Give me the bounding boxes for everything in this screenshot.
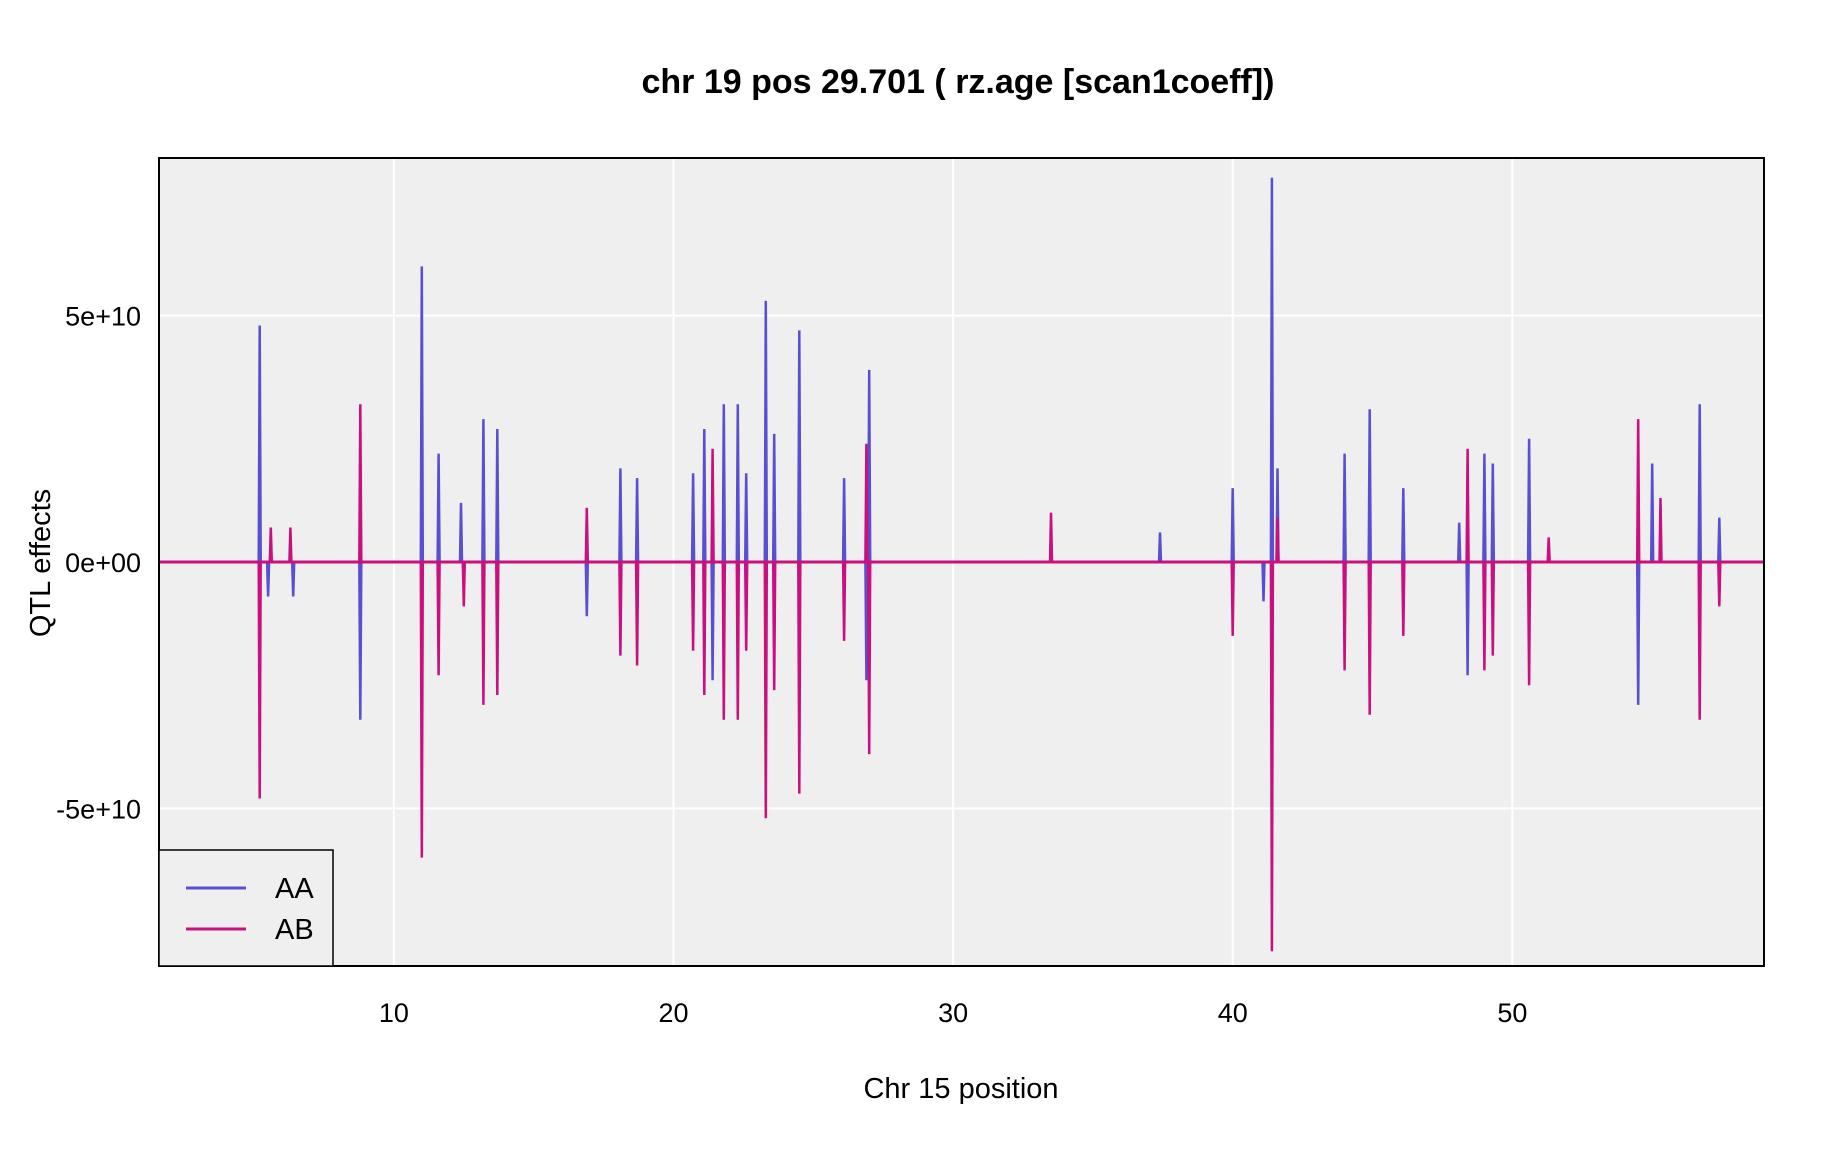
series-spike-ab <box>841 560 848 641</box>
series-spike-ab <box>1657 497 1664 564</box>
series-spike-ab <box>1545 537 1552 564</box>
series-spike-ab <box>720 560 727 720</box>
x-tick-label: 10 <box>379 998 409 1028</box>
series-spike-ab <box>866 560 873 755</box>
series-spike-ab <box>617 560 624 656</box>
series-spike-ab <box>1229 560 1236 636</box>
series-spike-ab <box>357 404 364 564</box>
legend-box <box>158 849 334 967</box>
series-spike-ab <box>734 560 741 720</box>
y-axis-ticks: -5e+10 0e+00 5e+10 <box>56 302 141 825</box>
series-spike-ab <box>1366 560 1373 715</box>
series-spike-ab <box>267 527 274 564</box>
series-layer <box>159 177 1764 952</box>
x-tick-label: 30 <box>938 998 968 1028</box>
series-spike-ab <box>460 560 467 607</box>
series-spike-ab <box>494 560 501 696</box>
series-spike-ab <box>796 560 803 794</box>
x-axis-ticks: 10 20 30 40 50 <box>379 998 1528 1028</box>
series-spike-ab <box>435 560 442 676</box>
series-spike-ab <box>709 448 716 564</box>
series-spike-ab <box>1481 560 1488 671</box>
series-spike-ab <box>256 560 263 799</box>
plot-frame <box>158 157 1765 967</box>
series-spike-ab <box>1464 448 1471 564</box>
series-spike-ab <box>690 560 697 651</box>
series-spike-ab <box>1268 560 1275 952</box>
y-axis-label: QTL effects <box>25 489 57 637</box>
series-spike-ab <box>1274 517 1281 564</box>
series-spike-ab <box>1341 560 1348 671</box>
series-spike-ab <box>1048 512 1054 564</box>
y-tick-label: 5e+10 <box>65 302 141 332</box>
x-tick-label: 40 <box>1218 998 1248 1028</box>
series-spike-ab <box>418 560 425 858</box>
legend: AA AB <box>158 849 334 967</box>
series-spike-ab <box>634 560 641 666</box>
series-spike-ab <box>1489 560 1496 656</box>
series-spike-ab <box>287 527 294 564</box>
series-spike-ab <box>1696 560 1703 720</box>
x-axis-label: Chr 15 position <box>863 1073 1058 1105</box>
x-tick-label: 50 <box>1497 998 1527 1028</box>
legend-label-aa: AA <box>275 873 314 905</box>
chart-title: chr 19 pos 29.701 ( rz.age [scan1coeff]) <box>641 63 1274 101</box>
series-spike-ab <box>771 560 778 691</box>
series-spike-ab <box>1400 560 1407 636</box>
series-spike-ab <box>480 560 487 705</box>
series-spike-ab <box>762 560 769 819</box>
y-tick-label: -5e+10 <box>56 794 141 824</box>
series-spike-ab <box>743 560 750 651</box>
series-spike-ab <box>1526 560 1533 686</box>
series-spike-ab <box>583 507 590 564</box>
y-tick-label: 0e+00 <box>65 548 141 578</box>
series-spike-ab <box>1716 560 1723 607</box>
series-spike-ab <box>701 560 708 696</box>
series-spike-ab <box>1635 419 1642 564</box>
legend-label-ab: AB <box>275 914 314 946</box>
x-tick-label: 20 <box>658 998 688 1028</box>
